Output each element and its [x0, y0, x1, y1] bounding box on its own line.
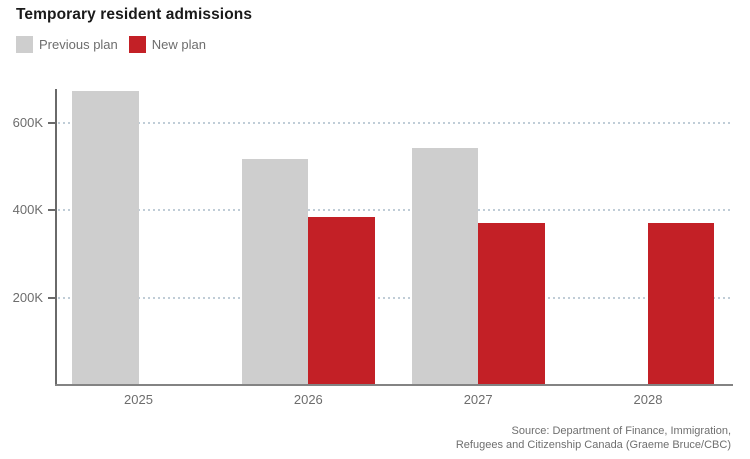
legend-item-previous-plan: Previous plan	[16, 36, 118, 53]
bar-previous-plan-2026[interactable]	[241, 159, 309, 384]
legend-swatch-new-plan	[128, 36, 146, 53]
source-line-2: Refugees and Citizenship Canada (Graeme …	[455, 438, 731, 451]
x-axis-label-2025: 2025	[124, 392, 153, 407]
gridline-600K	[58, 122, 733, 124]
bar-previous-plan-2027[interactable]	[411, 147, 479, 384]
bar-new-plan-2027[interactable]	[478, 223, 545, 384]
bar-new-plan-2026[interactable]	[308, 216, 375, 384]
x-axis-line	[55, 384, 733, 386]
legend: Previous plan New plan	[16, 36, 206, 53]
x-axis-label-2027: 2027	[463, 392, 493, 407]
x-axis-label-2028: 2028	[633, 392, 663, 407]
legend-label-new-plan: New plan	[151, 37, 206, 52]
y-axis-label-600K: 600K	[12, 115, 43, 130]
legend-label-previous-plan: Previous plan	[39, 37, 118, 52]
y-axis-line	[55, 89, 57, 386]
gridline-200K	[58, 296, 733, 299]
y-axis-tick-200K	[48, 296, 55, 299]
bar-new-plan-2028[interactable]	[647, 223, 715, 384]
gridline-400K	[58, 209, 733, 212]
y-axis-tick-400K	[48, 209, 55, 212]
y-axis-tick-600K	[48, 122, 55, 124]
bar-previous-plan-2025[interactable]	[72, 90, 139, 384]
x-axis-label-2026: 2026	[293, 392, 323, 407]
y-axis-label-200K: 200K	[12, 289, 43, 305]
legend-item-new-plan: New plan	[128, 36, 206, 53]
source-attribution: Source: Department of Finance, Immigrati…	[456, 425, 731, 452]
y-axis-label-400K: 400K	[12, 202, 43, 218]
chart-title: Temporary resident admissions	[16, 6, 253, 23]
legend-swatch-previous-plan	[16, 36, 33, 53]
source-line-1: Source: Department of Finance, Immigrati…	[511, 425, 731, 437]
